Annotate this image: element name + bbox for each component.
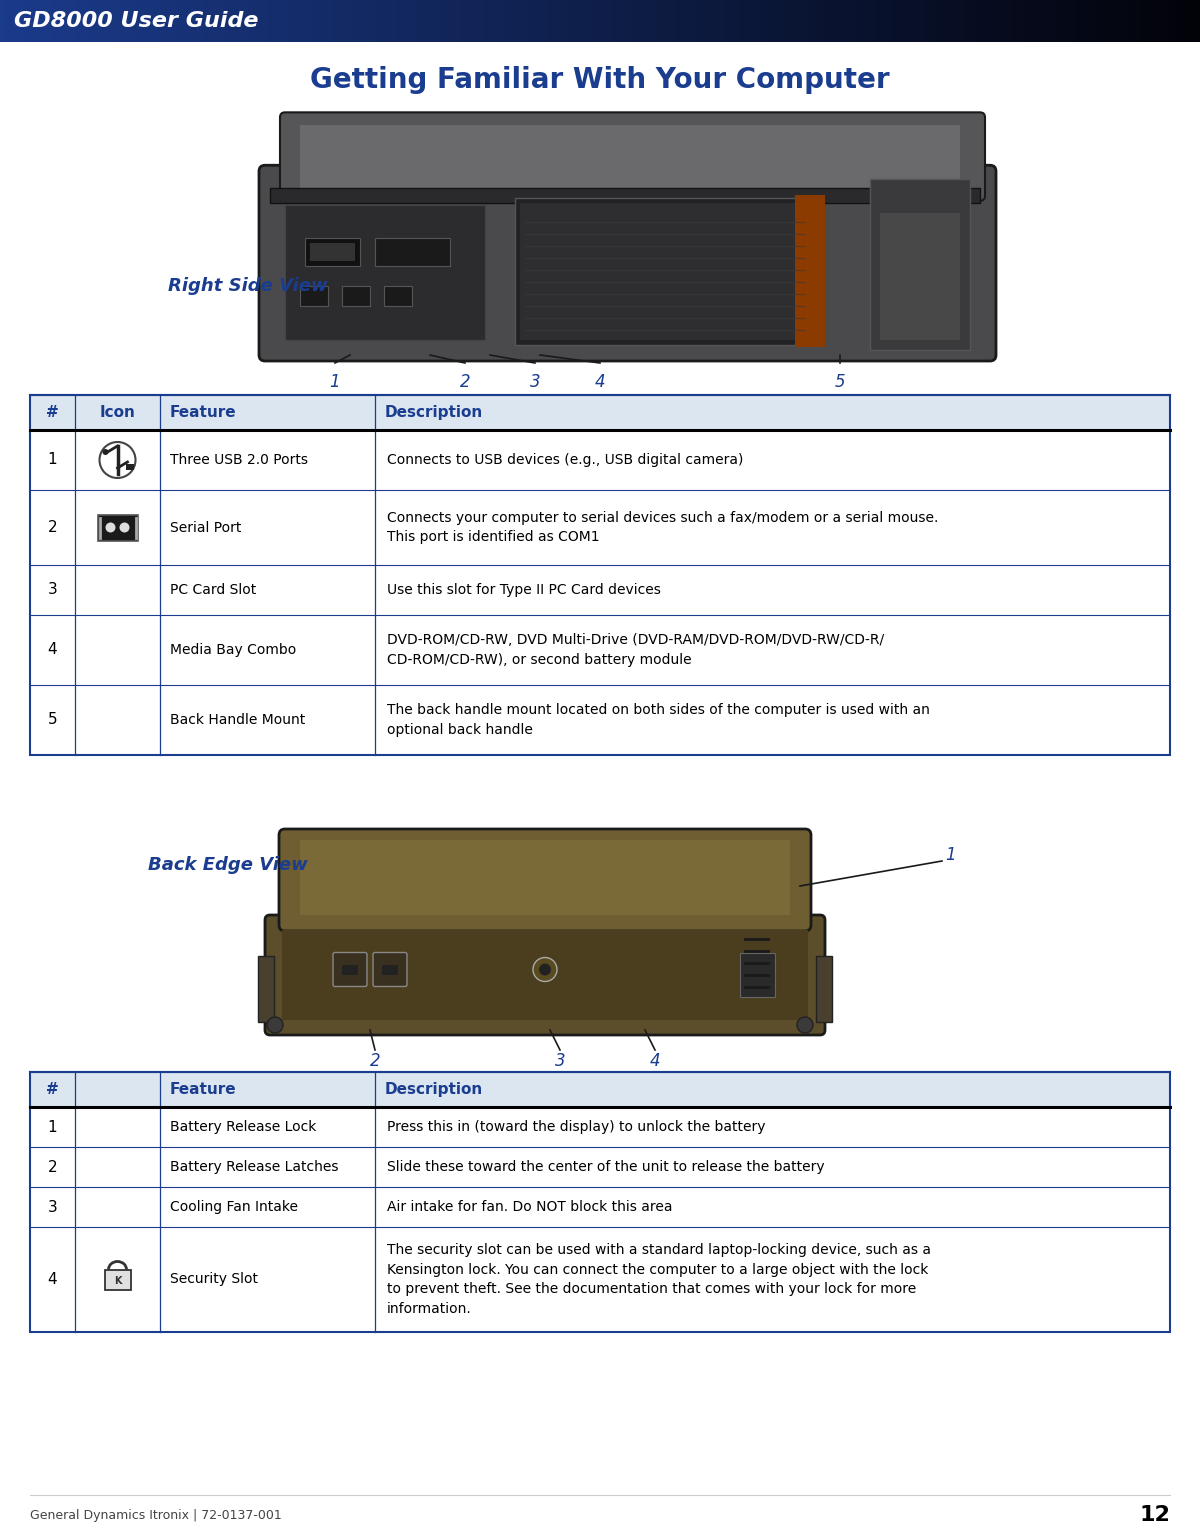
Bar: [30, 394, 1170, 430]
Bar: [30, 1072, 1170, 1332]
Bar: [384, 286, 412, 306]
Text: Security Slot: Security Slot: [170, 1272, 258, 1286]
Bar: [104, 1269, 131, 1289]
Text: Getting Familiar With Your Computer: Getting Familiar With Your Computer: [310, 66, 890, 94]
Text: 12: 12: [1139, 1505, 1170, 1525]
Bar: [796, 196, 826, 346]
Circle shape: [102, 450, 108, 454]
Bar: [520, 203, 810, 340]
Text: 1: 1: [944, 845, 955, 864]
Bar: [342, 286, 370, 306]
Bar: [30, 394, 1170, 755]
Text: Connects to USB devices (e.g., USB digital camera): Connects to USB devices (e.g., USB digit…: [386, 453, 743, 467]
Text: 3: 3: [554, 1052, 565, 1070]
Bar: [270, 188, 980, 203]
Text: 1: 1: [330, 373, 341, 391]
Bar: [880, 213, 960, 340]
Text: Use this slot for Type II PC Card devices: Use this slot for Type II PC Card device…: [386, 584, 661, 598]
Text: #: #: [46, 405, 59, 420]
Bar: [300, 125, 960, 188]
Text: The back handle mount located on both sides of the computer is used with an
opti: The back handle mount located on both si…: [386, 704, 930, 736]
Text: 1: 1: [48, 453, 58, 468]
Text: The security slot can be used with a standard laptop-locking device, such as a
K: The security slot can be used with a sta…: [386, 1243, 931, 1315]
Text: 2: 2: [48, 1160, 58, 1175]
Bar: [258, 956, 274, 1023]
Bar: [374, 237, 450, 266]
Bar: [282, 930, 808, 1019]
FancyBboxPatch shape: [334, 953, 367, 987]
Bar: [515, 199, 815, 345]
Bar: [300, 839, 790, 915]
Text: Three USB 2.0 Ports: Three USB 2.0 Ports: [170, 453, 308, 467]
Text: Battery Release Lock: Battery Release Lock: [170, 1120, 317, 1133]
FancyBboxPatch shape: [259, 165, 996, 360]
Text: General Dynamics Itronix | 72-0137-001: General Dynamics Itronix | 72-0137-001: [30, 1509, 282, 1522]
Text: 1: 1: [48, 1120, 58, 1135]
Text: Feature: Feature: [170, 1083, 236, 1096]
Bar: [30, 1072, 1170, 1332]
Bar: [816, 956, 832, 1023]
Text: 4: 4: [48, 1272, 58, 1287]
Bar: [310, 243, 355, 260]
FancyBboxPatch shape: [280, 112, 985, 200]
Circle shape: [266, 1016, 283, 1033]
Bar: [382, 964, 398, 975]
Text: GD8000 User Guide: GD8000 User Guide: [14, 11, 258, 31]
Bar: [740, 953, 775, 996]
Bar: [870, 179, 970, 350]
Text: PC Card Slot: PC Card Slot: [170, 584, 257, 598]
Text: Description: Description: [385, 1083, 484, 1096]
Bar: [286, 205, 485, 340]
Text: Back Edge View: Back Edge View: [148, 856, 307, 875]
Text: Icon: Icon: [100, 405, 136, 420]
Text: 2: 2: [460, 373, 470, 391]
FancyBboxPatch shape: [265, 915, 826, 1035]
Text: 5: 5: [835, 373, 845, 391]
Bar: [305, 237, 360, 266]
Bar: [126, 464, 133, 470]
Text: Press this in (toward the display) to unlock the battery: Press this in (toward the display) to un…: [386, 1120, 766, 1133]
Circle shape: [106, 522, 115, 533]
Text: 4: 4: [48, 642, 58, 658]
Text: Serial Port: Serial Port: [170, 521, 241, 534]
Text: 3: 3: [529, 373, 540, 391]
Text: Cooling Fan Intake: Cooling Fan Intake: [170, 1200, 298, 1214]
Text: Air intake for fan. Do NOT block this area: Air intake for fan. Do NOT block this ar…: [386, 1200, 672, 1214]
Circle shape: [120, 522, 130, 533]
FancyBboxPatch shape: [278, 829, 811, 932]
Bar: [342, 964, 358, 975]
Circle shape: [539, 964, 551, 975]
Text: Media Bay Combo: Media Bay Combo: [170, 644, 296, 658]
Text: K: K: [114, 1275, 121, 1286]
Bar: [300, 286, 328, 306]
Text: 5: 5: [48, 713, 58, 727]
Text: Description: Description: [385, 405, 484, 420]
Text: 2: 2: [370, 1052, 380, 1070]
Text: Feature: Feature: [170, 405, 236, 420]
FancyBboxPatch shape: [373, 953, 407, 987]
Text: Right Side View: Right Side View: [168, 277, 328, 296]
Bar: [30, 394, 1170, 755]
Text: Connects your computer to serial devices such a fax/modem or a serial mouse.
Thi: Connects your computer to serial devices…: [386, 511, 938, 544]
Circle shape: [533, 958, 557, 981]
Text: Slide these toward the center of the unit to release the battery: Slide these toward the center of the uni…: [386, 1160, 824, 1173]
Circle shape: [797, 1016, 814, 1033]
Text: 3: 3: [48, 582, 58, 598]
Text: 4: 4: [649, 1052, 660, 1070]
Text: 3: 3: [48, 1200, 58, 1215]
Text: Battery Release Latches: Battery Release Latches: [170, 1160, 338, 1173]
Text: Back Handle Mount: Back Handle Mount: [170, 713, 305, 727]
Text: 2: 2: [48, 521, 58, 534]
Text: #: #: [46, 1083, 59, 1096]
Bar: [30, 1072, 1170, 1107]
Text: DVD-ROM/CD-RW, DVD Multi-Drive (DVD-RAM/DVD-ROM/DVD-RW/CD-R/
CD-ROM/CD-RW), or s: DVD-ROM/CD-RW, DVD Multi-Drive (DVD-RAM/…: [386, 633, 884, 667]
Text: 4: 4: [595, 373, 605, 391]
Bar: [97, 514, 138, 541]
